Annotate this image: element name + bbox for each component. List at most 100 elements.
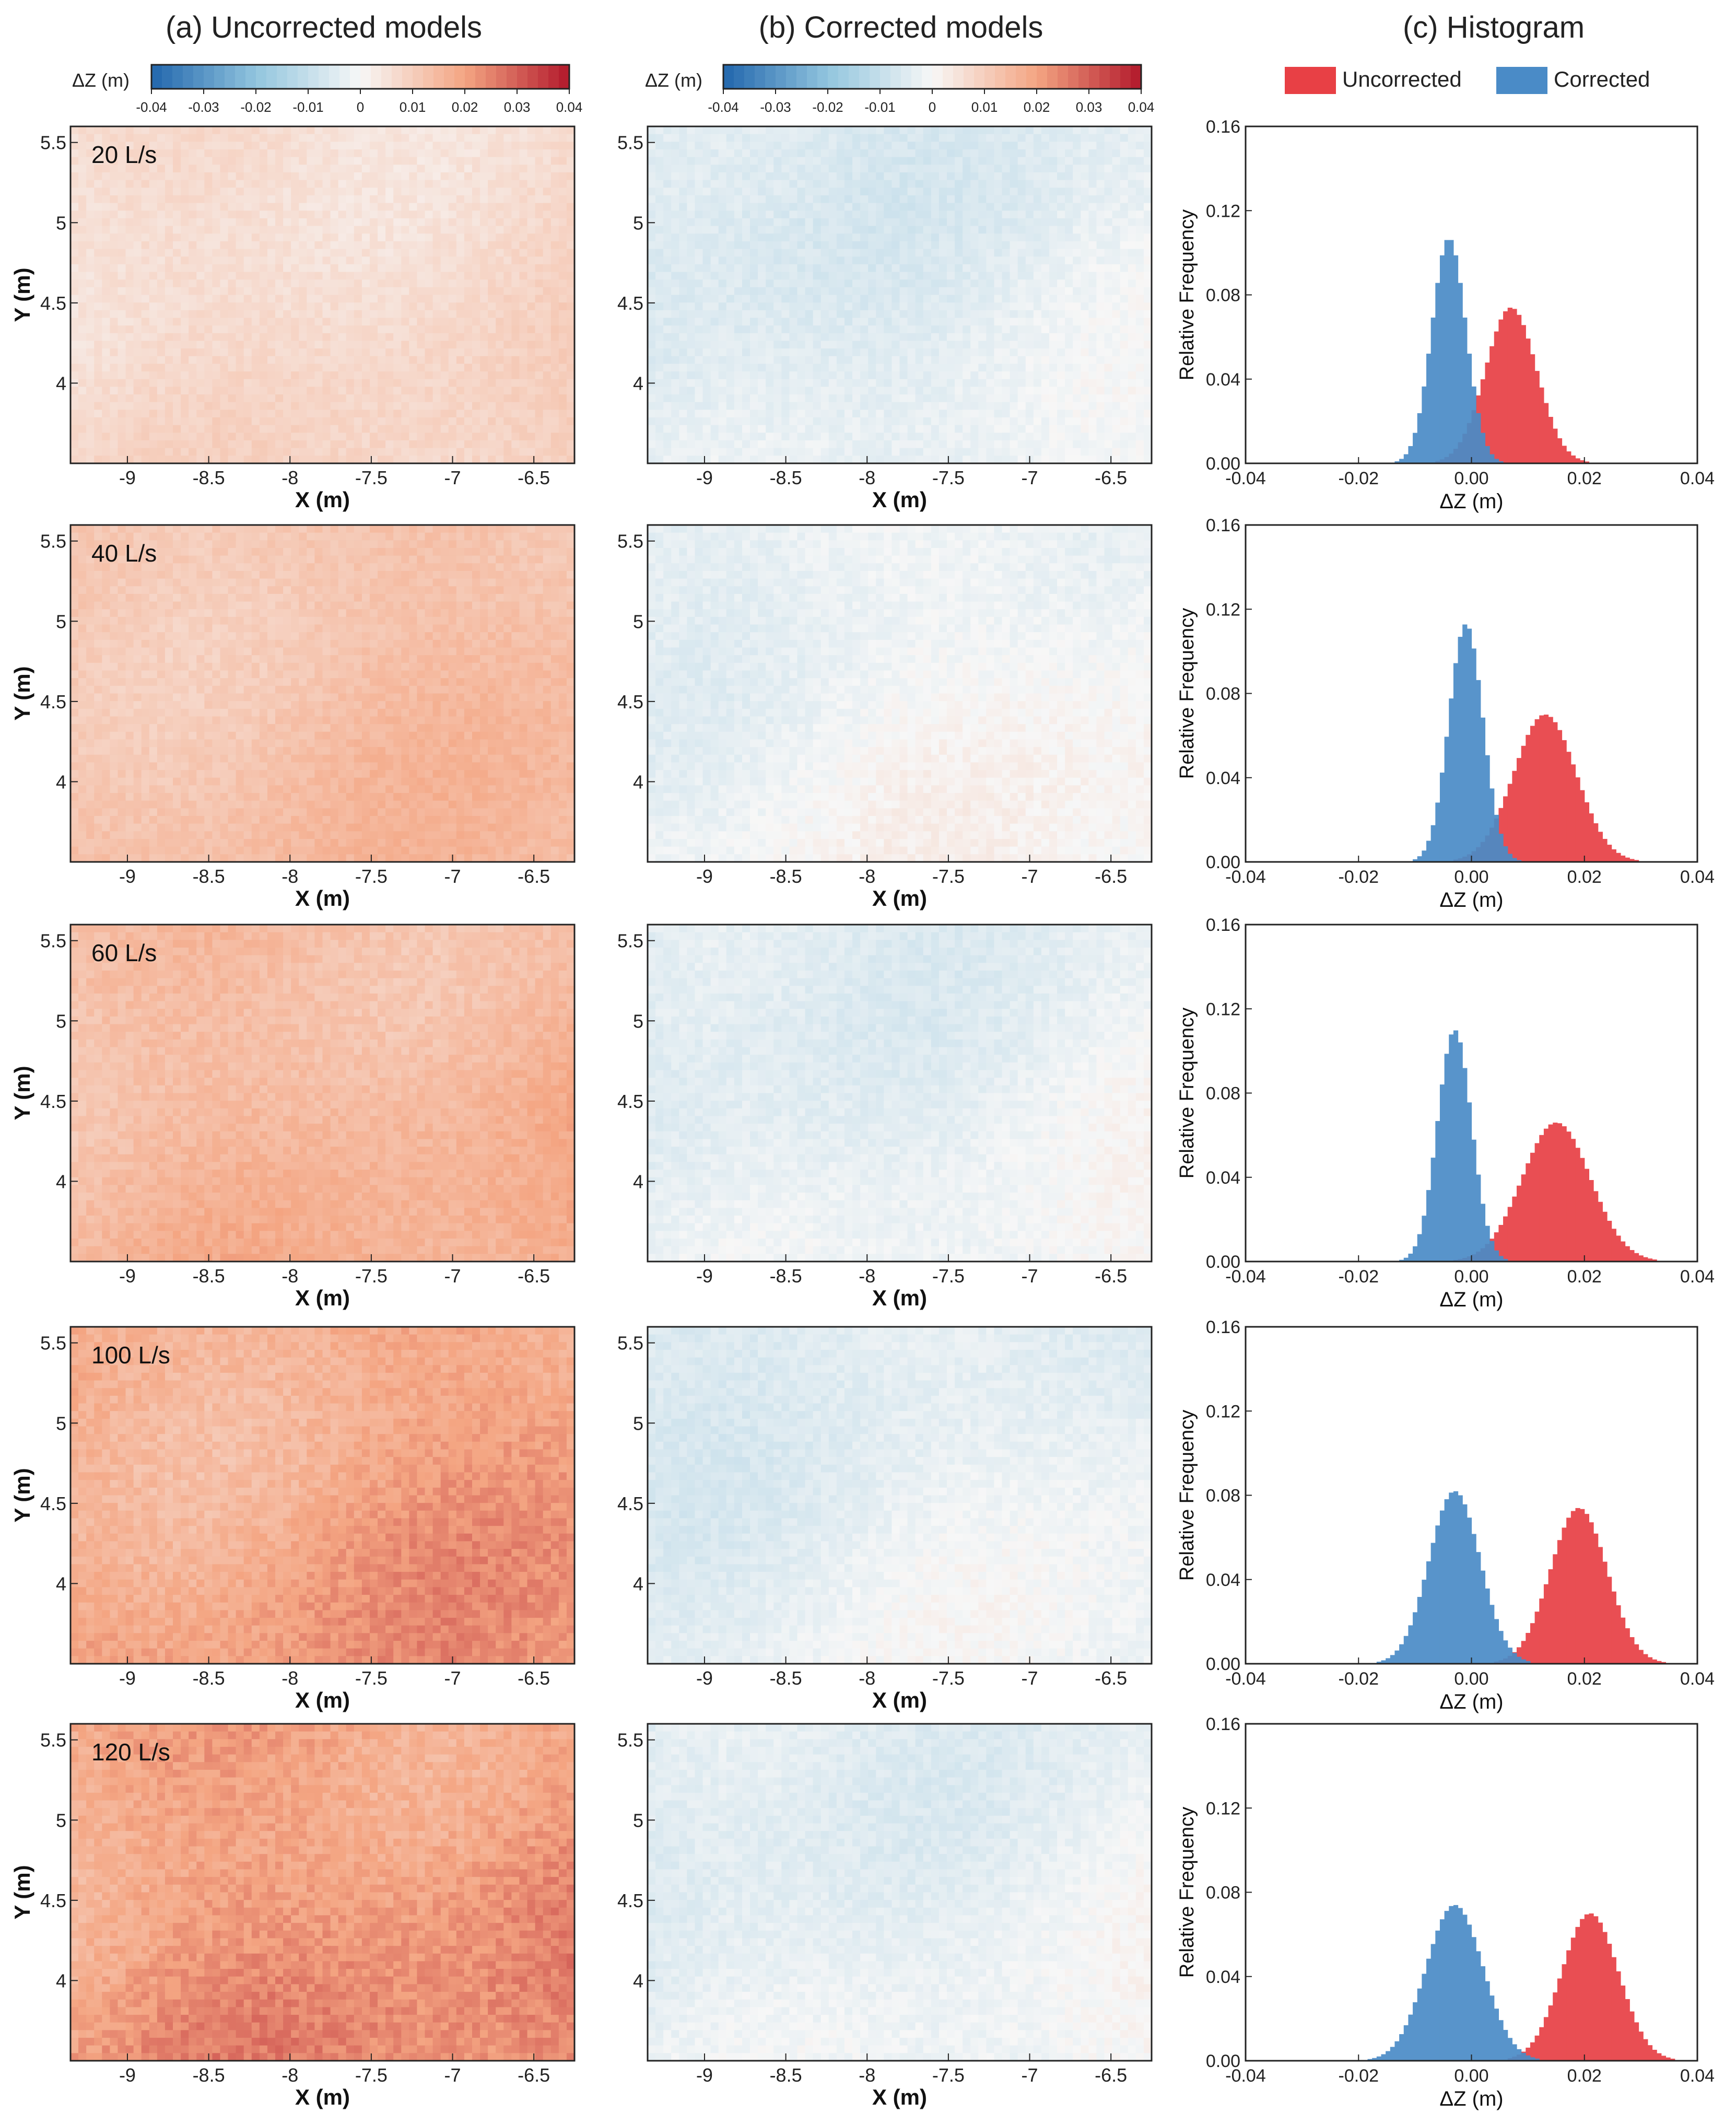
heatmap-cell: [750, 142, 758, 150]
heatmap-cell: [915, 341, 924, 349]
heatmap-cell: [702, 241, 711, 250]
heatmap-cell: [401, 364, 410, 372]
colorbar-cell: [486, 65, 497, 89]
heatmap-cell: [511, 440, 520, 449]
heatmap-cell: [503, 387, 512, 395]
heatmap-cell: [1033, 180, 1042, 188]
heatmap-cell: [1041, 272, 1050, 280]
heatmap-cell: [417, 318, 426, 326]
heatmap-cell: [1065, 149, 1073, 158]
heatmap-cell: [543, 410, 552, 418]
heatmap-cell: [860, 364, 869, 372]
heatmap-cell: [330, 256, 339, 265]
heatmap-cell: [259, 448, 268, 457]
heatmap-cell: [133, 333, 142, 342]
colorbar-label-a: ΔZ (m): [72, 69, 130, 91]
heatmap-cell: [291, 134, 299, 143]
heatmap-cell: [243, 226, 252, 234]
heatmap-cell: [220, 318, 229, 326]
heatmap-cell: [401, 211, 410, 219]
heatmap-cell: [836, 325, 845, 334]
heatmap-cell: [884, 218, 893, 227]
heatmap-cell: [1017, 211, 1026, 219]
heatmap-cell: [511, 379, 520, 388]
heatmap-cell: [543, 180, 552, 188]
heatmap-cell: [511, 272, 520, 280]
heatmap-cell: [884, 226, 893, 234]
heatmap-cell: [173, 279, 181, 288]
heatmap-cell: [110, 402, 119, 411]
heatmap-cell: [742, 180, 750, 188]
heatmap-cell: [189, 356, 197, 365]
heatmap-cell: [1104, 249, 1113, 257]
heatmap-cell: [464, 134, 473, 143]
heatmap-cell: [228, 333, 237, 342]
heatmap-cell: [401, 126, 410, 135]
heatmap-cell: [204, 371, 213, 380]
heatmap-cell: [236, 440, 244, 449]
heatmap-cell: [78, 371, 87, 380]
heatmap-cell: [566, 448, 574, 457]
heatmap-cell: [519, 402, 528, 411]
heatmap-cell: [189, 188, 197, 196]
heatmap-cell: [1073, 341, 1081, 349]
heatmap-cell: [1010, 149, 1018, 158]
heatmap-cell: [1112, 310, 1121, 319]
heatmap-cell: [102, 134, 111, 143]
heatmap-cell: [488, 440, 496, 449]
heatmap-cell: [369, 142, 378, 150]
heatmap-cell: [212, 172, 221, 181]
heatmap-cell: [173, 188, 181, 196]
heatmap-cell: [663, 149, 672, 158]
heatmap-cell: [884, 279, 893, 288]
heatmap-cell: [86, 188, 95, 196]
heatmap-cell: [750, 241, 758, 250]
heatmap-cell: [448, 287, 457, 296]
heatmap-cell: [409, 302, 418, 311]
heatmap-cell: [1128, 126, 1136, 135]
heatmap-cell: [165, 295, 173, 303]
heatmap-cell: [228, 295, 237, 303]
heatmap-cell: [648, 295, 656, 303]
heatmap-cell: [1033, 226, 1042, 234]
heatmap-cell: [566, 364, 574, 372]
heatmap-cell: [259, 364, 268, 372]
heatmap-cell: [931, 241, 940, 250]
heatmap-cell: [307, 157, 315, 165]
heatmap-cell: [702, 341, 711, 349]
heatmap-cell: [110, 448, 119, 457]
heatmap-cell: [1017, 241, 1026, 250]
heatmap-cell: [955, 203, 963, 211]
heatmap-cell: [291, 302, 299, 311]
heatmap-cell: [955, 348, 963, 357]
heatmap-cell: [496, 249, 504, 257]
heatmap-cell: [283, 218, 291, 227]
heatmap-cell: [1002, 226, 1011, 234]
heatmap-cell: [432, 371, 441, 380]
heatmap-cell: [535, 272, 544, 280]
heatmap-cell: [307, 142, 315, 150]
heatmap-cell: [860, 195, 869, 204]
heatmap-cell: [71, 134, 79, 143]
heatmap-cell: [663, 302, 672, 311]
heatmap-cell: [970, 126, 979, 135]
heatmap-cell: [892, 241, 900, 250]
heatmap-cell: [955, 325, 963, 334]
colorbar-cell: [1110, 65, 1121, 89]
heatmap-cell: [907, 134, 916, 143]
heatmap-cell: [718, 348, 727, 357]
heatmap-cell: [196, 325, 205, 334]
heatmap-cell: [149, 417, 158, 426]
heatmap-cell: [251, 348, 260, 357]
heatmap-cell: [1033, 188, 1042, 196]
heatmap-cell: [440, 211, 449, 219]
heatmap-cell: [385, 295, 394, 303]
heatmap-cell: [204, 318, 213, 326]
heatmap-cell: [283, 211, 291, 219]
heatmap-cell: [338, 249, 347, 257]
heatmap-cell: [1081, 241, 1089, 250]
heatmap-cell: [456, 287, 465, 296]
heatmap-cell: [291, 410, 299, 418]
heatmap-cell: [511, 203, 520, 211]
heatmap-cell: [844, 195, 853, 204]
